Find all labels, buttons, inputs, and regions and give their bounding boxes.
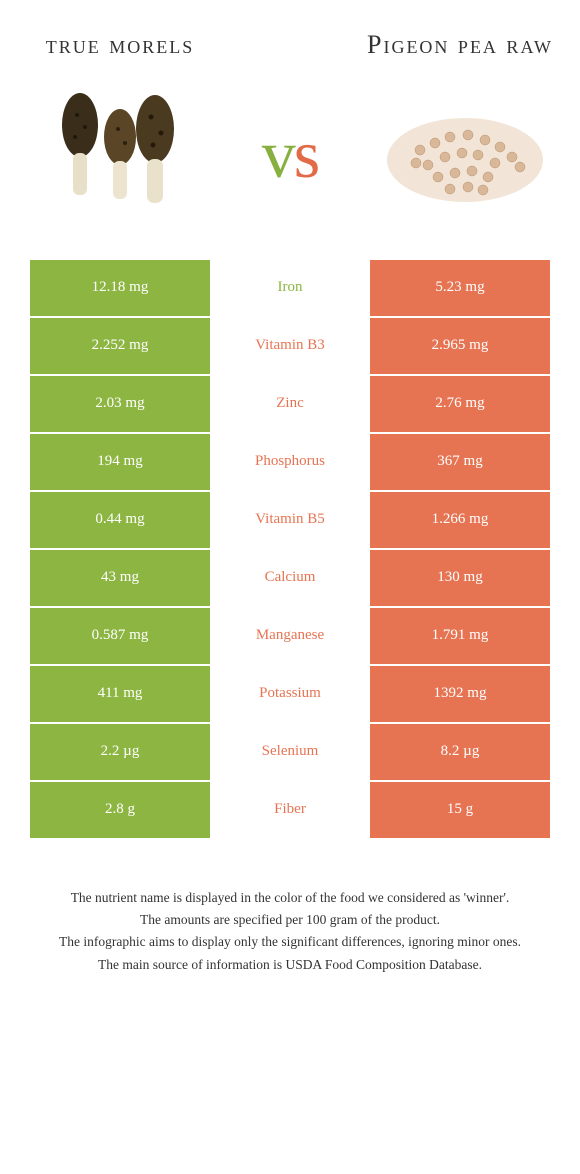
vs-s-letter: s: [294, 116, 318, 192]
value-right: 15 g: [370, 782, 550, 838]
footer-line: The amounts are specified per 100 gram o…: [50, 910, 530, 930]
nutrient-name: Zinc: [210, 376, 370, 432]
header-row: true morels Pigeon pea raw: [20, 30, 560, 60]
table-row: 2.252 mg Vitamin B3 2.965 mg: [30, 318, 550, 374]
value-left: 2.252 mg: [30, 318, 210, 374]
nutrient-name: Calcium: [210, 550, 370, 606]
nutrient-name: Fiber: [210, 782, 370, 838]
table-row: 2.8 g Fiber 15 g: [30, 782, 550, 838]
image-row: vs: [30, 80, 550, 230]
value-left: 0.44 mg: [30, 492, 210, 548]
value-left: 0.587 mg: [30, 608, 210, 664]
nutrient-name: Vitamin B3: [210, 318, 370, 374]
vs-label: vs: [262, 115, 318, 194]
value-right: 5.23 mg: [370, 260, 550, 316]
pigeon-pea-icon: [380, 95, 550, 215]
footer-line: The main source of information is USDA F…: [50, 955, 530, 975]
value-right: 367 mg: [370, 434, 550, 490]
footer-notes: The nutrient name is displayed in the co…: [20, 888, 560, 975]
nutrient-name: Manganese: [210, 608, 370, 664]
vs-v-letter: v: [262, 116, 294, 192]
table-row: 194 mg Phosphorus 367 mg: [30, 434, 550, 490]
value-left: 194 mg: [30, 434, 210, 490]
nutrient-name: Phosphorus: [210, 434, 370, 490]
value-left: 43 mg: [30, 550, 210, 606]
value-right: 2.76 mg: [370, 376, 550, 432]
nutrient-name: Potassium: [210, 666, 370, 722]
nutrient-name: Selenium: [210, 724, 370, 780]
food-title-right: Pigeon pea raw: [360, 30, 560, 60]
nutrient-table: 12.18 mg Iron 5.23 mg 2.252 mg Vitamin B…: [30, 260, 550, 838]
table-row: 0.44 mg Vitamin B5 1.266 mg: [30, 492, 550, 548]
value-right: 8.2 µg: [370, 724, 550, 780]
table-row: 0.587 mg Manganese 1.791 mg: [30, 608, 550, 664]
food-image-left: [30, 80, 200, 230]
nutrient-name: Iron: [210, 260, 370, 316]
table-row: 12.18 mg Iron 5.23 mg: [30, 260, 550, 316]
morels-icon: [35, 85, 195, 225]
table-row: 43 mg Calcium 130 mg: [30, 550, 550, 606]
food-title-left: true morels: [20, 30, 220, 60]
value-right: 1.266 mg: [370, 492, 550, 548]
value-right: 1392 mg: [370, 666, 550, 722]
nutrient-name: Vitamin B5: [210, 492, 370, 548]
value-left: 12.18 mg: [30, 260, 210, 316]
table-row: 2.2 µg Selenium 8.2 µg: [30, 724, 550, 780]
table-row: 2.03 mg Zinc 2.76 mg: [30, 376, 550, 432]
footer-line: The infographic aims to display only the…: [50, 932, 530, 952]
food-image-right: [380, 80, 550, 230]
value-right: 2.965 mg: [370, 318, 550, 374]
value-right: 130 mg: [370, 550, 550, 606]
value-right: 1.791 mg: [370, 608, 550, 664]
value-left: 2.8 g: [30, 782, 210, 838]
infographic-container: true morels Pigeon pea raw: [0, 0, 580, 975]
value-left: 411 mg: [30, 666, 210, 722]
value-left: 2.03 mg: [30, 376, 210, 432]
table-row: 411 mg Potassium 1392 mg: [30, 666, 550, 722]
value-left: 2.2 µg: [30, 724, 210, 780]
footer-line: The nutrient name is displayed in the co…: [50, 888, 530, 908]
